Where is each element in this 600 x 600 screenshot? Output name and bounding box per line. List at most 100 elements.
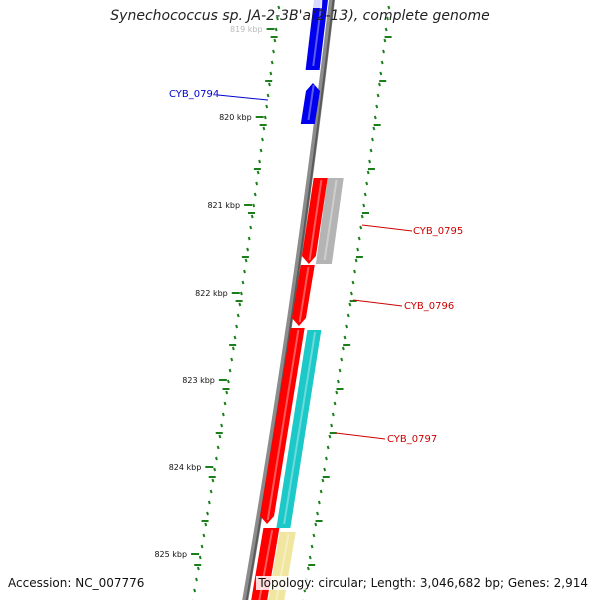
minor-tick	[308, 555, 312, 560]
minor-tick	[353, 269, 357, 274]
minor-tick	[268, 82, 271, 87]
minor-tick	[239, 291, 243, 296]
minor-tick	[225, 390, 229, 395]
minor-tick	[273, 38, 277, 43]
gene-red-b-shade	[266, 329, 300, 521]
gene-red-b	[260, 328, 305, 524]
minor-tick	[262, 126, 266, 131]
minor-tick	[379, 71, 383, 76]
minor-tick	[196, 566, 200, 571]
minor-tick	[356, 247, 360, 252]
gene-red-a-shade	[308, 179, 323, 261]
minor-tick	[231, 346, 235, 351]
minor-tick	[359, 225, 363, 230]
gene-label: CYB_0794	[169, 89, 219, 100]
minor-tick	[330, 423, 334, 428]
minor-tick	[195, 577, 198, 582]
minor-tick	[244, 258, 248, 263]
minor-tick	[348, 302, 352, 307]
gene-cyb-0796	[291, 265, 315, 326]
minor-tick	[323, 467, 327, 472]
minor-tick	[310, 544, 314, 549]
gene-label: CYB_0797	[387, 434, 437, 445]
minor-tick	[198, 555, 202, 560]
gene-cyb-0794	[300, 83, 320, 124]
gene-cyb-0797	[276, 330, 322, 528]
position-label: 823 kbp	[182, 376, 215, 385]
backbone-strand	[242, 0, 336, 600]
minor-tick	[328, 434, 332, 439]
minor-tick	[316, 511, 319, 516]
minor-tick	[369, 148, 373, 153]
gene-cyb-0795	[315, 178, 344, 264]
gene-label-leader	[352, 299, 403, 307]
minor-tick	[340, 357, 344, 362]
gene-cyb-0795-shade	[323, 179, 338, 261]
minor-tick	[375, 104, 379, 109]
minor-tick	[376, 93, 380, 98]
gene-label-leader	[335, 432, 386, 440]
minor-tick	[276, 16, 279, 21]
minor-tick	[266, 93, 270, 98]
minor-tick	[372, 126, 376, 131]
minor-tick	[373, 115, 377, 120]
minor-tick	[258, 159, 262, 164]
gene-label: CYB_0796	[404, 301, 454, 312]
position-label: 819 kbp	[230, 25, 263, 34]
minor-tick	[387, 5, 391, 10]
minor-tick	[256, 170, 260, 175]
minor-tick	[357, 236, 361, 241]
minor-tick	[321, 478, 325, 483]
minor-tick	[243, 269, 247, 274]
minor-tick	[209, 489, 213, 494]
minor-tick	[274, 27, 278, 32]
minor-tick	[259, 148, 263, 153]
minor-tick	[193, 588, 197, 593]
minor-tick	[252, 203, 256, 208]
minor-tick	[249, 225, 253, 230]
minor-tick	[326, 445, 330, 450]
minor-tick	[319, 489, 323, 494]
minor-tick	[230, 357, 234, 362]
minor-tick	[272, 49, 275, 54]
minor-tick	[263, 115, 267, 120]
minor-tick	[206, 511, 209, 516]
minor-tick	[380, 60, 384, 65]
position-label: 820 kbp	[219, 113, 252, 122]
gene-label-leader	[217, 94, 269, 101]
minor-tick	[343, 335, 347, 340]
minor-tick	[386, 16, 389, 21]
minor-tick	[338, 368, 342, 373]
minor-tick	[221, 412, 225, 417]
position-label: 822 kbp	[195, 289, 228, 298]
title-backdrop	[308, 0, 322, 8]
minor-tick	[216, 445, 220, 450]
minor-tick	[366, 170, 370, 175]
position-label: 824 kbp	[169, 463, 202, 472]
minor-tick	[235, 324, 239, 329]
gene-label-leader	[361, 224, 413, 232]
minor-tick	[207, 500, 211, 505]
minor-tick	[360, 214, 364, 219]
minor-tick	[354, 258, 358, 263]
minor-tick	[384, 27, 388, 32]
minor-tick	[265, 104, 269, 109]
minor-tick	[238, 302, 242, 307]
minor-tick	[218, 434, 222, 439]
minor-tick	[341, 346, 345, 351]
minor-tick	[317, 500, 321, 505]
gene-cyb-0797-shade	[283, 331, 317, 525]
minor-tick	[336, 379, 340, 384]
minor-tick	[331, 412, 335, 417]
gene-red-a	[301, 178, 328, 264]
gene-cyb-0796-shade	[298, 266, 310, 323]
minor-tick	[223, 401, 227, 406]
minor-tick	[236, 313, 240, 318]
gene-cyb-0794-shade	[307, 84, 315, 121]
minor-tick	[371, 137, 374, 142]
accession-text: Accession: NC_007776	[8, 576, 145, 590]
minor-tick	[202, 533, 206, 538]
minor-tick	[378, 82, 381, 87]
minor-tick	[333, 401, 337, 406]
